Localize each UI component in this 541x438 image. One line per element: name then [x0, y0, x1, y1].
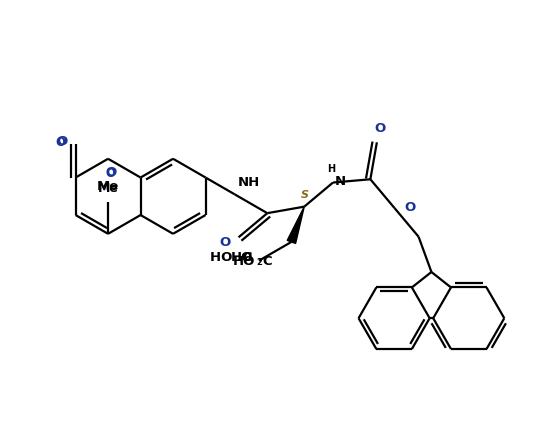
Text: HO: HO [230, 251, 253, 264]
Text: 2: 2 [256, 257, 262, 266]
Text: Me: Me [97, 180, 119, 193]
Text: C: C [263, 254, 273, 268]
Text: O: O [220, 235, 230, 248]
Polygon shape [287, 207, 304, 244]
Text: O: O [404, 200, 415, 213]
Text: O: O [56, 136, 65, 149]
Text: NH: NH [237, 176, 260, 189]
Text: O: O [374, 122, 386, 135]
Text: O: O [56, 135, 68, 148]
Text: N: N [335, 175, 346, 187]
Text: HO: HO [233, 254, 255, 268]
Text: H: H [327, 163, 335, 173]
Text: Me: Me [97, 182, 118, 194]
Text: S: S [301, 189, 309, 199]
Text: O: O [105, 167, 115, 180]
Text: HO ₂C: HO ₂C [210, 251, 253, 264]
Text: O: O [105, 166, 117, 179]
